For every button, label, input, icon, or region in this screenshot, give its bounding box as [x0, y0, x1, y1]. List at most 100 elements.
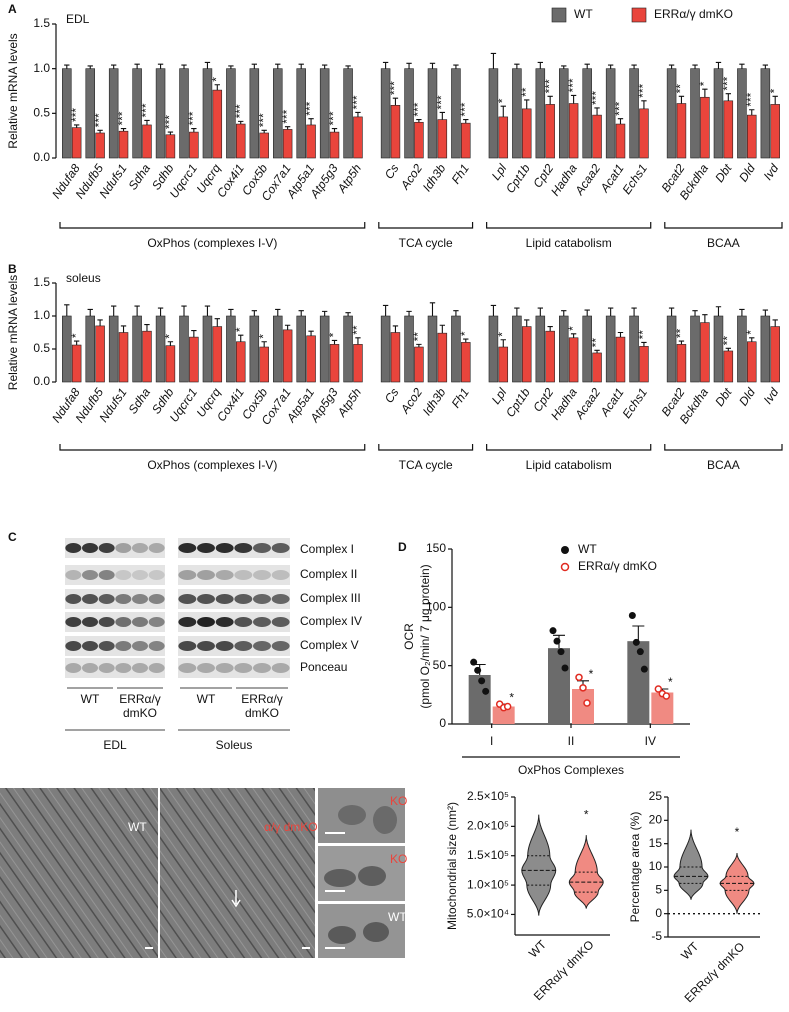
error-bar [439, 324, 446, 334]
bar [548, 648, 570, 724]
error-bar [228, 308, 234, 316]
error-bar [514, 307, 520, 316]
significance: *** [280, 109, 294, 123]
bar [512, 315, 522, 383]
error-bar [514, 63, 520, 69]
data-point [561, 664, 569, 672]
x-tick-label: WT [678, 939, 702, 963]
error-bar [439, 111, 446, 120]
bar [521, 326, 532, 383]
blot-band [253, 543, 271, 553]
y-tick-label: 10 [649, 859, 663, 873]
error-bar [739, 308, 745, 316]
x-tick-label: Fh1 [449, 386, 472, 411]
bar [651, 692, 674, 724]
error-bar [641, 341, 647, 347]
blot-band [271, 663, 290, 673]
error-bar [181, 305, 187, 316]
bar [343, 68, 353, 159]
bar [95, 132, 105, 159]
group-label: TCA cycle [399, 236, 453, 250]
bar [437, 332, 448, 383]
data-point [503, 702, 512, 711]
x-axis-label: OxPhos Complexes [518, 763, 624, 777]
significance: * [458, 331, 472, 336]
blot-band [253, 594, 271, 604]
blot-band [65, 663, 82, 673]
blot-band [65, 617, 82, 627]
x-tick-label: Dld [736, 385, 758, 408]
y-tick-label: 0 [439, 716, 446, 730]
legend-marker [561, 546, 569, 554]
data-point [579, 684, 587, 692]
micrograph [160, 788, 315, 958]
x-tick-label: Sdha [126, 161, 154, 192]
blot-row-label: Complex IV [300, 614, 362, 628]
panel-title: EDL [66, 12, 90, 26]
significance: *** [92, 113, 106, 127]
blot-band [132, 570, 148, 580]
bar [545, 330, 555, 383]
error-bar [392, 325, 399, 333]
bar [545, 104, 555, 159]
x-tick-label: Echs1 [619, 162, 650, 197]
blot-band [215, 663, 234, 673]
legend-label: WT [574, 7, 593, 21]
x-tick-label: Dbt [712, 161, 735, 185]
legend-marker [560, 562, 570, 572]
x-tick-label: Idh3b [420, 161, 449, 194]
group-bracket [664, 444, 783, 451]
y-tick-label: 1.5 [33, 16, 50, 30]
significance: *** [411, 102, 425, 116]
y-tick-label: 100 [426, 600, 446, 614]
micrograph-label: KO [390, 852, 407, 866]
significance: *** [163, 115, 177, 129]
significance: *** [435, 95, 449, 109]
x-tick-label: Fh1 [449, 162, 472, 187]
error-bar [308, 330, 314, 336]
blot-band [234, 641, 253, 651]
significance: *** [388, 81, 402, 95]
group-label: OxPhos (complexes I-V) [147, 236, 277, 250]
blot-row-label: Complex III [300, 591, 361, 605]
legend-label: WT [578, 542, 597, 556]
y-tick-label: 0.5 [33, 106, 50, 120]
arrow [231, 890, 241, 908]
x-tick-label: Cs [382, 162, 402, 182]
bar [282, 129, 293, 159]
significance: * [327, 332, 341, 337]
blot-band [271, 641, 290, 651]
x-tick-label: Cpt1b [503, 385, 533, 420]
blot-band [82, 641, 98, 651]
blot-band [253, 570, 271, 580]
bar [760, 68, 771, 159]
error-bar [204, 305, 211, 316]
error-bar [331, 127, 338, 133]
error-bar [191, 329, 197, 338]
error-bar [570, 94, 577, 104]
error-bar [157, 63, 164, 69]
blot-band [234, 617, 253, 627]
significance: ** [411, 332, 425, 342]
error-bar [406, 310, 412, 316]
bar [615, 123, 626, 159]
error-bar [321, 64, 328, 69]
error-bar [214, 84, 220, 91]
mitochondrion [338, 805, 366, 825]
x-tick-label: Sdha [126, 385, 154, 416]
y-axis-label: (pmol O₂/min/ 7 μg protein) [418, 564, 432, 708]
genotype-label: dmKO [245, 706, 279, 720]
error-bar [772, 319, 778, 327]
significance: * [209, 77, 223, 82]
y-tick-label: 2.5×10⁵ [467, 789, 509, 803]
error-bar [772, 95, 778, 105]
error-bar [547, 95, 553, 105]
significance: ** [720, 336, 734, 346]
error-bar [607, 307, 614, 316]
group-bracket [59, 444, 366, 451]
blot-band [65, 570, 82, 580]
bar [492, 706, 515, 724]
error-bar [429, 302, 436, 316]
blot-band [197, 663, 215, 673]
micrograph-label: WT [388, 910, 407, 924]
